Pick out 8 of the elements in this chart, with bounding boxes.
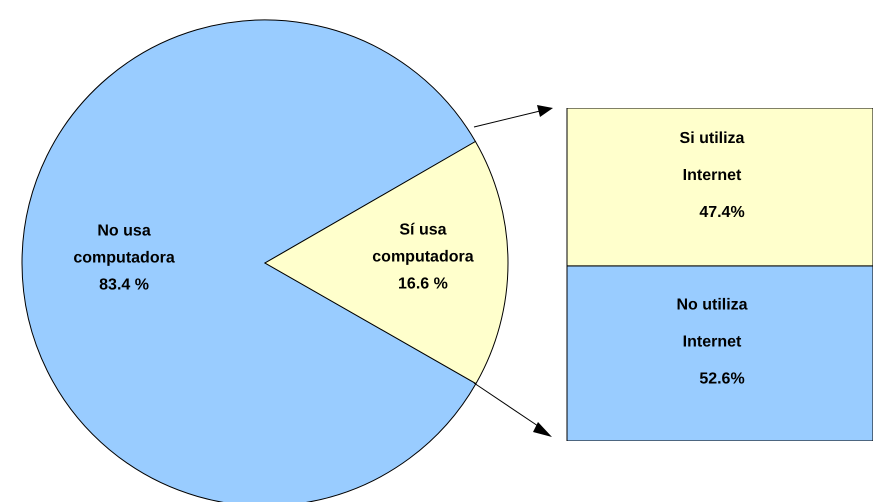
data-label: 83.4 % — [99, 276, 149, 294]
data-label: 52.6% — [699, 370, 745, 388]
data-label: 47.4% — [699, 204, 745, 221]
text: No utiliza Internet — [676, 296, 748, 350]
slice-label: No usa computadora — [73, 222, 175, 266]
data-label: 16.6 % — [398, 276, 448, 293]
slice-label: Sí usa computadora — [372, 222, 474, 266]
text: Si utiliza Internet — [680, 130, 744, 184]
